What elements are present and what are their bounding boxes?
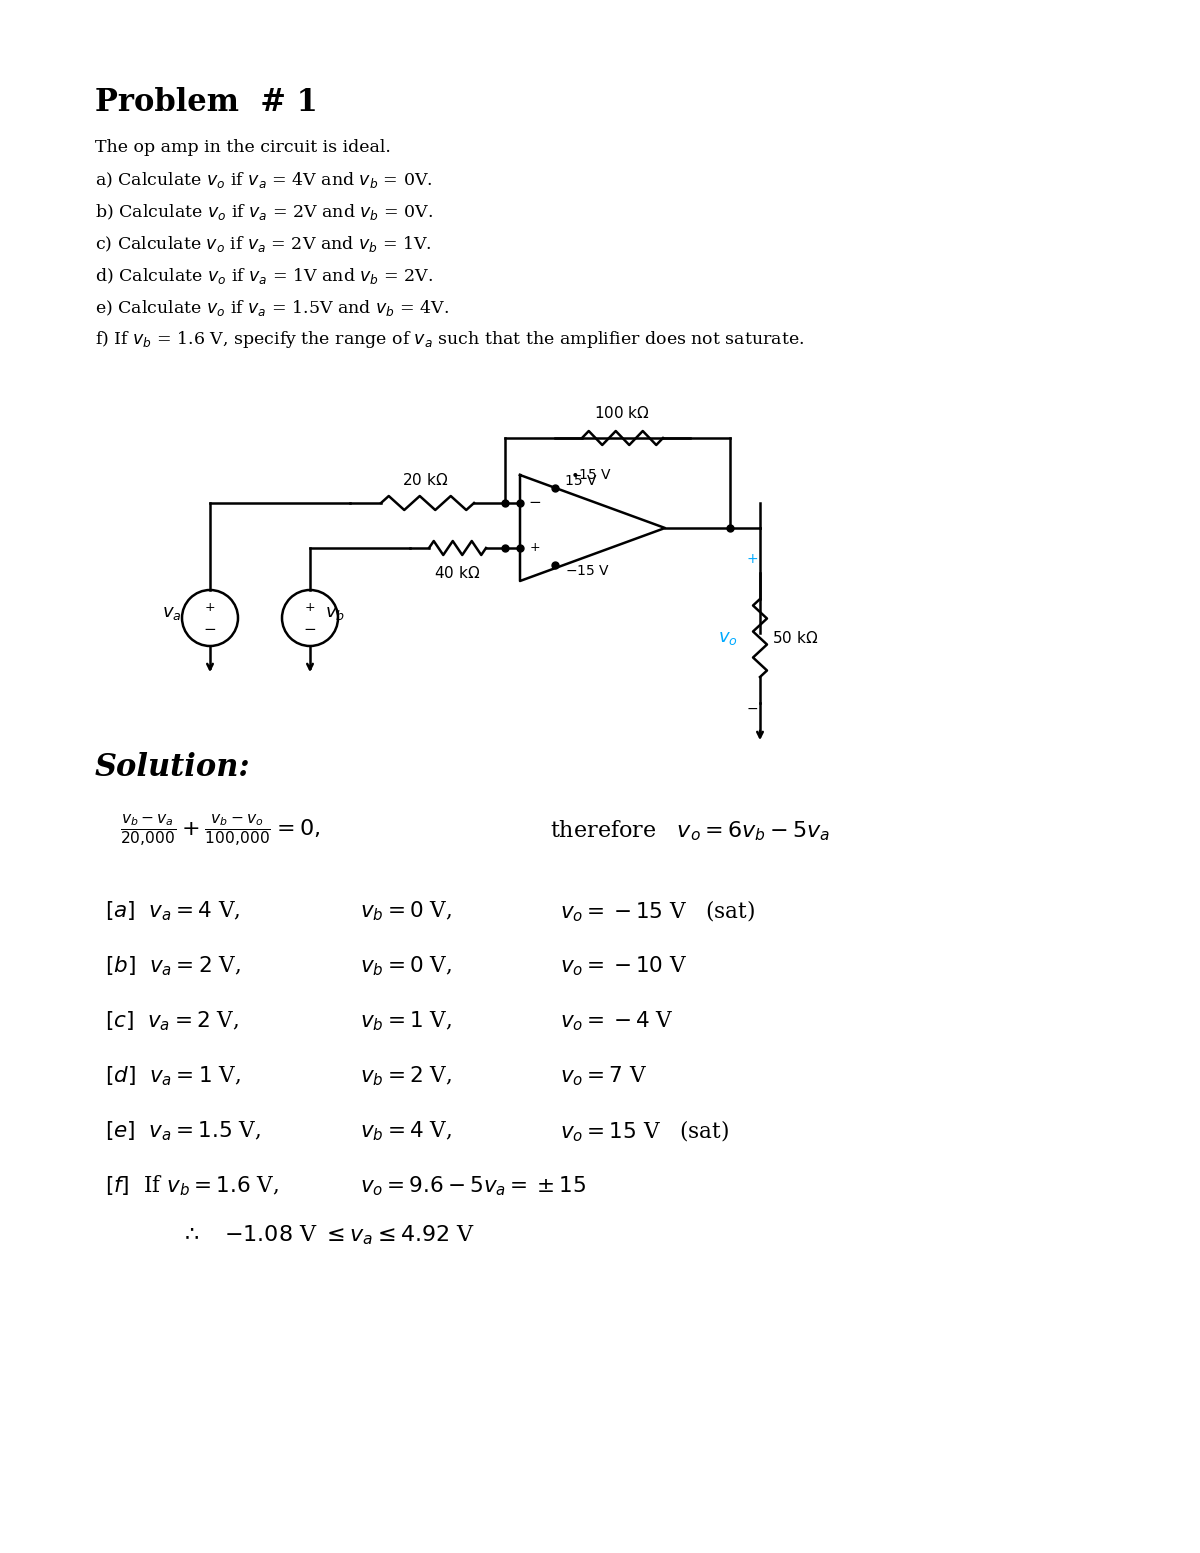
Text: $\frac{v_b - v_a}{20{,}000} + \frac{v_b - v_o}{100{,}000} = 0,$: $\frac{v_b - v_a}{20{,}000} + \frac{v_b … xyxy=(120,812,320,849)
Text: $\bullet$15 V: $\bullet$15 V xyxy=(570,467,612,481)
Text: f) If $v_b$ = 1.6 V, specify the range of $v_a$ such that the amplifier does not: f) If $v_b$ = 1.6 V, specify the range o… xyxy=(95,329,804,351)
Text: $v_b$: $v_b$ xyxy=(325,604,346,623)
Text: +: + xyxy=(305,601,316,615)
Text: 40 k$\Omega$: 40 k$\Omega$ xyxy=(434,565,480,581)
Text: −: − xyxy=(204,623,216,637)
Text: d) Calculate $v_o$ if $v_a$ = 1V and $v_b$ = 2V.: d) Calculate $v_o$ if $v_a$ = 1V and $v_… xyxy=(95,266,433,286)
Text: −: − xyxy=(529,495,541,511)
Text: $v_o = 15$ V   (sat): $v_o = 15$ V (sat) xyxy=(560,1118,728,1143)
Text: $v_o = -4$ V: $v_o = -4$ V xyxy=(560,1009,673,1033)
Text: −: − xyxy=(304,623,317,637)
Text: $[f]$  If $v_b = 1.6$ V,: $[f]$ If $v_b = 1.6$ V, xyxy=(106,1174,278,1199)
Text: $-$15 V: $-$15 V xyxy=(565,564,610,578)
Text: Solution:: Solution: xyxy=(95,753,251,784)
Text: $v_o = 7$ V: $v_o = 7$ V xyxy=(560,1064,647,1087)
Text: $v_o = -15$ V   (sat): $v_o = -15$ V (sat) xyxy=(560,898,755,924)
Text: $v_b = 4$ V,: $v_b = 4$ V, xyxy=(360,1120,452,1143)
Text: therefore   $v_o = 6v_b - 5v_a$: therefore $v_o = 6v_b - 5v_a$ xyxy=(550,818,830,843)
Text: $[d]$  $v_a = 1$ V,: $[d]$ $v_a = 1$ V, xyxy=(106,1064,241,1087)
Text: $v_b = 1$ V,: $v_b = 1$ V, xyxy=(360,1009,452,1033)
Text: $v_o$: $v_o$ xyxy=(719,629,738,648)
Text: The op amp in the circuit is ideal.: The op amp in the circuit is ideal. xyxy=(95,140,391,157)
Text: $v_b = 0$ V,: $v_b = 0$ V, xyxy=(360,954,452,978)
Text: +: + xyxy=(205,601,215,615)
Text: e) Calculate $v_o$ if $v_a$ = 1.5V and $v_b$ = 4V.: e) Calculate $v_o$ if $v_a$ = 1.5V and $… xyxy=(95,298,449,318)
Text: $[b]$  $v_a = 2$ V,: $[b]$ $v_a = 2$ V, xyxy=(106,954,241,978)
Text: +: + xyxy=(746,551,758,565)
Text: $v_o = 9.6 - 5v_a = \pm 15$: $v_o = 9.6 - 5v_a = \pm 15$ xyxy=(360,1174,586,1197)
Text: $[e]$  $v_a = 1.5$ V,: $[e]$ $v_a = 1.5$ V, xyxy=(106,1120,260,1143)
Text: a) Calculate $v_o$ if $v_a$ = 4V and $v_b$ = 0V.: a) Calculate $v_o$ if $v_a$ = 4V and $v_… xyxy=(95,169,432,189)
Text: $v_b = 0$ V,: $v_b = 0$ V, xyxy=(360,899,452,922)
Text: 20 k$\Omega$: 20 k$\Omega$ xyxy=(402,472,448,488)
Text: $v_o = -10$ V: $v_o = -10$ V xyxy=(560,954,688,978)
Text: Problem  # 1: Problem # 1 xyxy=(95,87,318,118)
Text: b) Calculate $v_o$ if $v_a$ = 2V and $v_b$ = 0V.: b) Calculate $v_o$ if $v_a$ = 2V and $v_… xyxy=(95,202,433,222)
Text: $\therefore$   $-1.08$ V $\leq v_a \leq 4.92$ V: $\therefore$ $-1.08$ V $\leq v_a \leq 4.… xyxy=(180,1224,475,1247)
Text: 100 k$\Omega$: 100 k$\Omega$ xyxy=(594,405,650,421)
Text: $[c]$  $v_a = 2$ V,: $[c]$ $v_a = 2$ V, xyxy=(106,1009,239,1033)
Text: 50 k$\Omega$: 50 k$\Omega$ xyxy=(772,631,818,646)
Text: 15 V: 15 V xyxy=(565,474,596,488)
Text: $[a]$  $v_a = 4$ V,: $[a]$ $v_a = 4$ V, xyxy=(106,899,240,922)
Text: c) Calculate $v_o$ if $v_a$ = 2V and $v_b$ = 1V.: c) Calculate $v_o$ if $v_a$ = 2V and $v_… xyxy=(95,235,432,255)
Text: $v_a$: $v_a$ xyxy=(162,604,181,623)
Text: $-$: $-$ xyxy=(746,700,758,714)
Text: $v_b = 2$ V,: $v_b = 2$ V, xyxy=(360,1064,452,1087)
Text: +: + xyxy=(529,542,540,554)
